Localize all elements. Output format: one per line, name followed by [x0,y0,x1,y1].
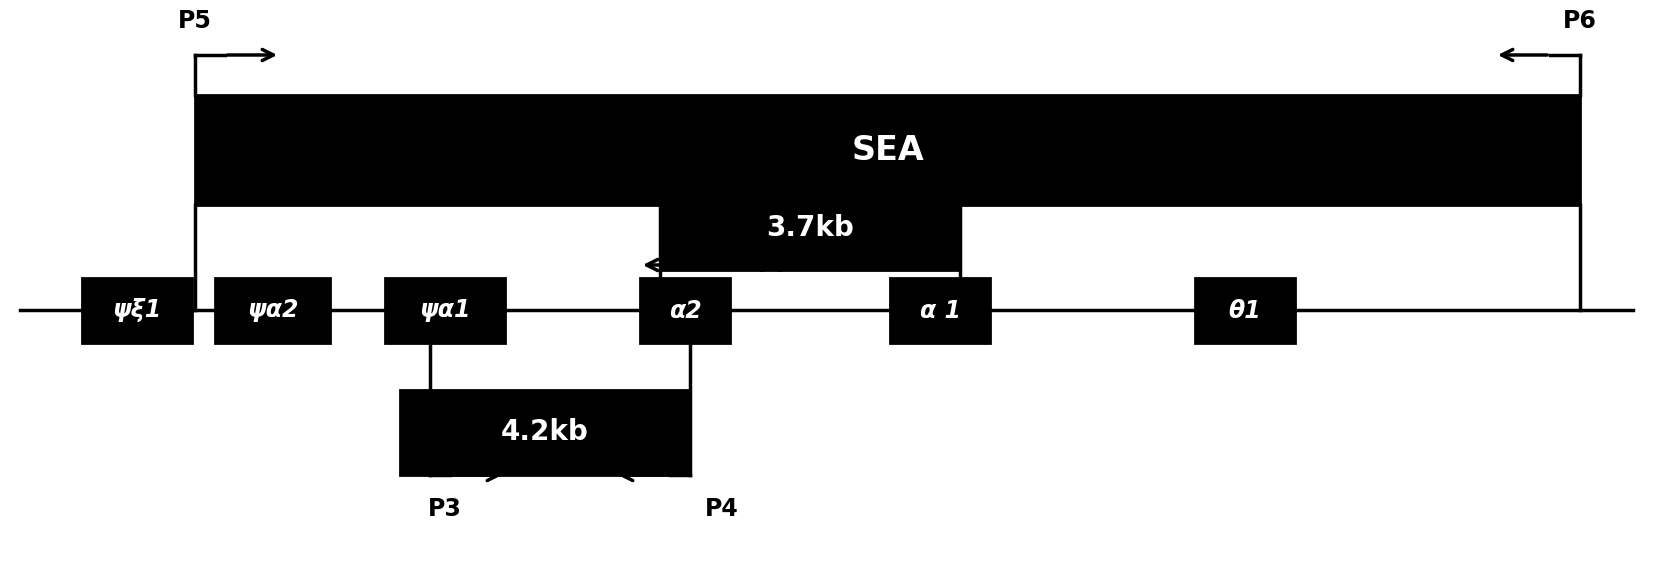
Text: P5: P5 [179,9,212,33]
Text: SEA: SEA [851,134,924,166]
Bar [889,278,990,343]
Text: α 1: α 1 [919,298,960,323]
Text: P3: P3 [428,497,461,521]
Text: P4: P4 [704,497,739,521]
Text: 3.7kb: 3.7kb [765,214,855,242]
Text: ψα1: ψα1 [420,298,471,323]
Text: P1: P1 [658,139,693,163]
Bar [83,278,192,343]
Text: α2: α2 [668,298,701,323]
Bar [385,278,506,343]
Text: ψξ1: ψξ1 [112,298,162,323]
Bar [640,278,731,343]
Bar [660,185,960,270]
Bar [400,390,689,475]
Bar [1195,278,1294,343]
Text: P6: P6 [1564,9,1597,33]
Bar [215,278,331,343]
Text: P2: P2 [975,139,1008,163]
Text: θ1: θ1 [1228,298,1261,323]
Text: ψα2: ψα2 [246,298,298,323]
Text: P7: P7 [759,253,792,277]
Text: 4.2kb: 4.2kb [501,418,588,447]
Bar [195,95,1580,205]
